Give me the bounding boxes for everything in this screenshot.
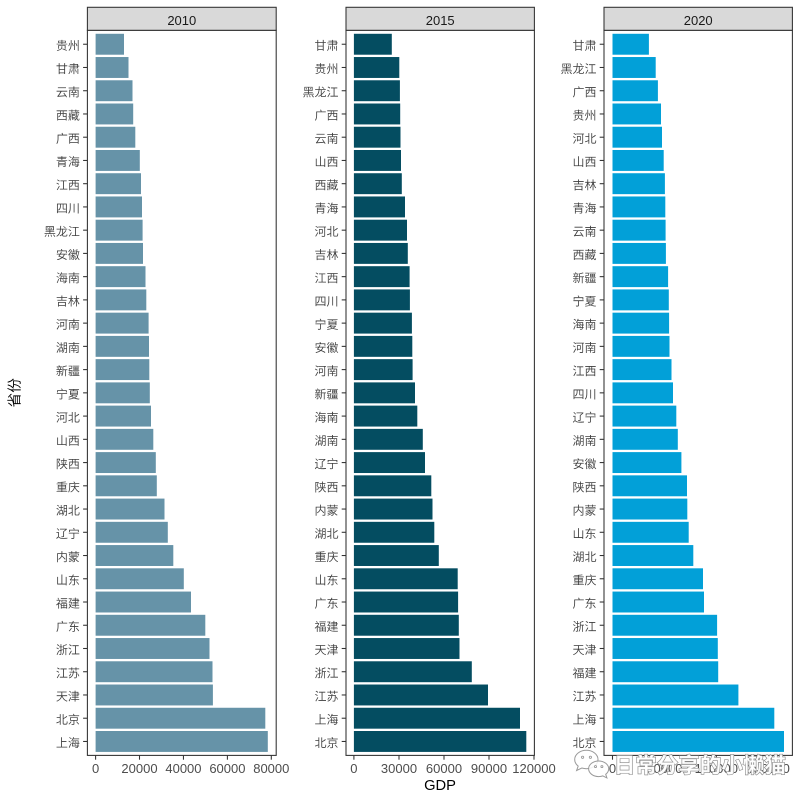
svg-text:2010: 2010: [167, 13, 196, 28]
svg-text:0: 0: [609, 761, 616, 776]
svg-text:40000: 40000: [165, 761, 201, 776]
svg-text:20000: 20000: [121, 761, 157, 776]
svg-text:0: 0: [92, 761, 99, 776]
svg-text:30000: 30000: [381, 761, 417, 776]
svg-text:0: 0: [350, 761, 357, 776]
svg-text:60000: 60000: [426, 761, 462, 776]
svg-text:GDP: GDP: [424, 778, 456, 794]
svg-text:60000: 60000: [209, 761, 245, 776]
svg-text:2020: 2020: [684, 13, 713, 28]
svg-text:2015: 2015: [426, 13, 455, 28]
svg-text:120000: 120000: [512, 761, 555, 776]
svg-text:80000: 80000: [253, 761, 289, 776]
svg-text:90000: 90000: [471, 761, 507, 776]
